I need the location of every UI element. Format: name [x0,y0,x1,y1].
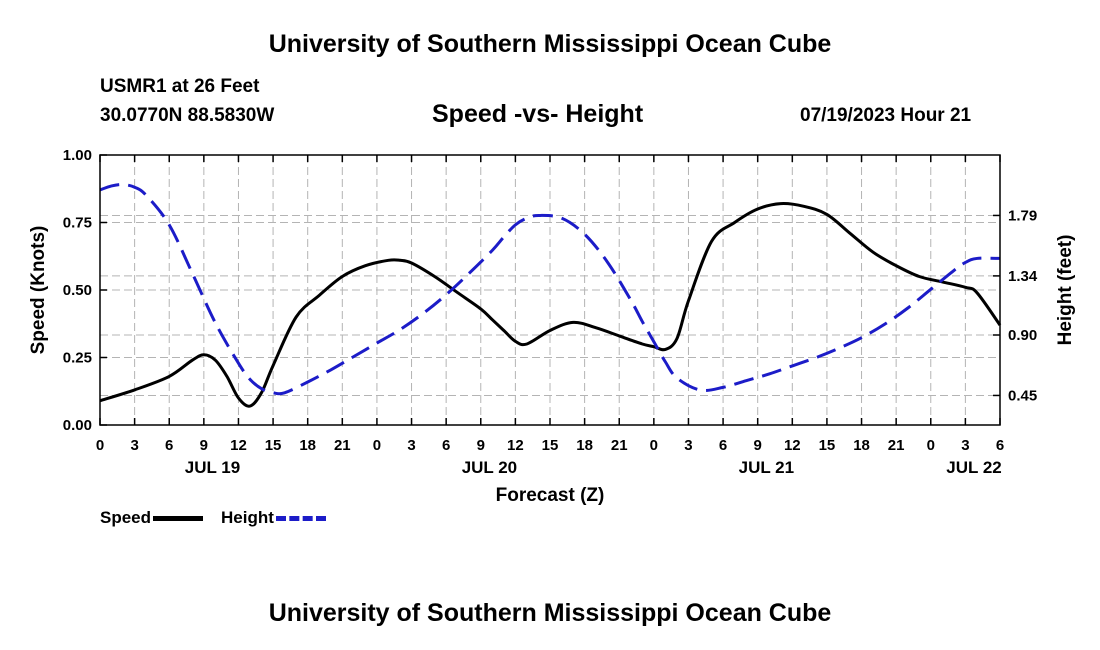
y-left-axis-label: Speed (Knots) [28,226,49,355]
x-tick-label: 21 [334,437,351,454]
y-right-tick-label: 1.79 [1008,207,1037,224]
y-left-tick-label: 0.00 [63,417,92,434]
station-label: USMR1 at 26 Feet [100,76,260,97]
y-left-tick-label: 0.25 [63,350,92,367]
date-label: JUL 20 [462,458,517,477]
x-tick-label: 3 [684,437,692,454]
y-right-tick-label: 0.90 [1008,327,1037,344]
date-label: JUL 22 [946,458,1001,477]
series-line-speed [99,202,1002,408]
x-tick-label: 9 [477,437,485,454]
x-tick-label: 6 [442,437,450,454]
date-label: JUL 19 [185,458,240,477]
legend-height-label: Height [221,508,274,527]
y-left-tick-label: 0.50 [63,282,92,299]
x-tick-label: 0 [96,437,104,454]
y-right-tick-label: 1.34 [1008,268,1038,285]
x-tick-label: 21 [611,437,628,454]
forecast-datetime: 07/19/2023 Hour 21 [800,105,972,126]
x-axis-label: Forecast (Z) [496,485,605,506]
x-tick-label: 21 [888,437,905,454]
y-left-tick-label: 0.75 [63,215,92,232]
x-tick-label: 0 [650,437,658,454]
coordinates-label: 30.0770N 88.5830W [100,105,275,126]
x-tick-label: 9 [200,437,208,454]
legend-speed-label: Speed [100,508,152,527]
x-tick-label: 3 [961,437,969,454]
x-tick-label: 12 [507,437,524,454]
page-title: University of Southern Mississippi Ocean… [268,30,832,58]
x-tick-label: 6 [165,437,173,454]
x-tick-label: 18 [853,437,870,454]
x-tick-label: 18 [576,437,593,454]
y-right-axis-label: Height (feet) [1055,235,1076,346]
x-tick-label: 3 [407,437,415,454]
x-tick-label: 3 [130,437,138,454]
legend-height-line [275,515,326,521]
chart-legend: Speed Height [100,508,344,528]
date-label: JUL 21 [739,458,794,477]
footer-title: University of Southern Mississippi Ocean… [268,599,832,627]
x-tick-label: 9 [754,437,762,454]
x-tick-label: 12 [784,437,801,454]
x-tick-label: 0 [373,437,381,454]
y-left-tick-label: 1.00 [63,147,92,164]
x-tick-label: 6 [996,437,1004,454]
x-tick-label: 6 [719,437,727,454]
x-tick-label: 15 [819,437,836,454]
legend-speed-line [153,515,204,521]
y-right-tick-label: 0.45 [1008,387,1037,404]
x-tick-label: 15 [265,437,282,454]
x-tick-label: 0 [927,437,935,454]
x-tick-label: 18 [299,437,316,454]
x-tick-label: 12 [230,437,247,454]
x-tick-label: 15 [542,437,559,454]
series-line-height [99,183,1001,396]
chart-subtitle: Speed -vs- Height [432,100,644,128]
